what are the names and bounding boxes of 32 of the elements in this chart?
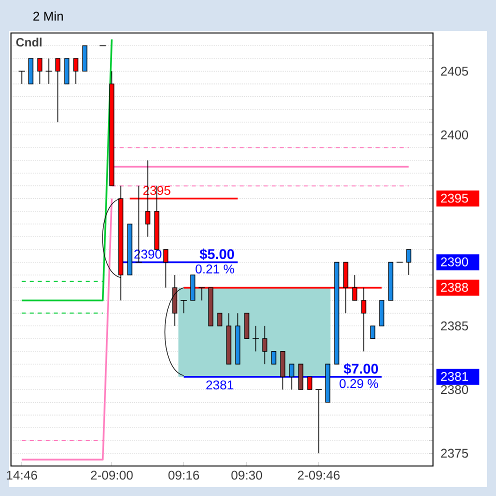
y-tick-label: 2388	[441, 282, 468, 292]
x-tick-label: 2-09:00	[90, 470, 133, 480]
annotation: 0.21 %	[196, 264, 234, 274]
x-tick-label: 09:16	[168, 470, 200, 480]
x-tick-label: 14:46	[6, 470, 38, 480]
candlestick	[307, 376, 312, 390]
annotation: 0.29 %	[340, 379, 378, 388]
candlestick	[289, 364, 294, 390]
y-tick-label: 2395	[441, 194, 468, 203]
y-tick-label: 2390	[441, 257, 468, 266]
candlestick	[73, 58, 78, 84]
x-tick-label: 09:30	[231, 470, 262, 480]
x-tick-label: 2-09:46	[298, 470, 340, 480]
candlestick	[262, 326, 268, 365]
candlestick	[163, 249, 168, 288]
y-tick-label: 2375	[441, 448, 468, 458]
y-tick-label: 2405	[441, 66, 468, 76]
candlestick	[37, 58, 42, 84]
candlestick	[271, 351, 276, 364]
annotation: $7.00	[344, 363, 378, 375]
candlestick	[406, 249, 412, 276]
annotation: Cndl	[16, 38, 42, 47]
data-label: 2381	[206, 380, 234, 390]
annotation: $5.00	[200, 248, 234, 260]
candlestick	[55, 58, 60, 123]
y-tick-label: 2380	[441, 385, 468, 394]
y-tick-label: 2381	[441, 372, 468, 381]
candlestick	[217, 312, 222, 326]
y-tick-label: 2385	[441, 321, 468, 330]
chart-title: 2 Min	[33, 11, 63, 21]
y-tick-label: 2400	[441, 130, 468, 140]
candlestick	[370, 326, 376, 340]
